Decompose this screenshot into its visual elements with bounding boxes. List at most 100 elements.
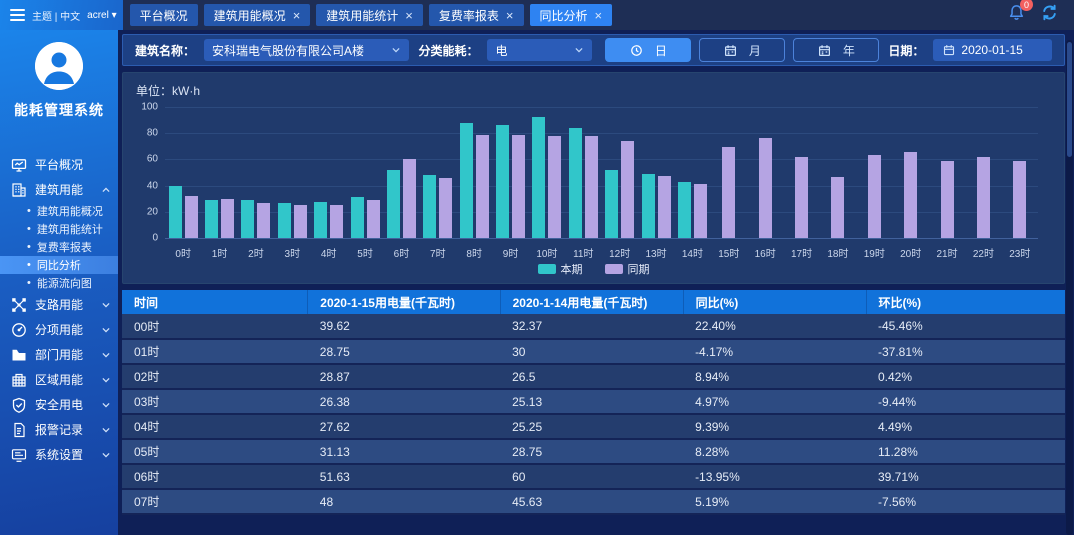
chart-bar-本期[interactable] <box>241 200 255 238</box>
chart-bar-同期[interactable] <box>795 156 809 238</box>
chart-bar-本期[interactable] <box>314 201 328 238</box>
chart-bar-同期[interactable] <box>184 195 198 238</box>
chart-bar-本期[interactable] <box>350 197 364 238</box>
tab-close-icon[interactable]: × <box>594 7 603 23</box>
tab-1[interactable]: 建筑用能概况 × <box>203 4 311 26</box>
legend-label: 同期 <box>627 264 650 276</box>
bullet-icon: • <box>27 259 31 271</box>
x-axis-label: 20时 <box>900 249 922 260</box>
chart-bar-本期[interactable] <box>386 170 400 238</box>
table-cell: 5.19% <box>695 494 730 509</box>
sidebar-item-6[interactable]: 安全用电 <box>0 392 118 417</box>
chart-bar-本期[interactable] <box>641 174 655 238</box>
tab-3[interactable]: 复费率报表 × <box>428 4 524 26</box>
table-row: 01时 28.75 30 -4.17% -37.81% <box>122 339 1065 364</box>
sidebar-item-7[interactable]: 报警记录 <box>0 417 118 442</box>
chart-bar-本期[interactable] <box>677 181 691 238</box>
sidebar-item-8[interactable]: 系统设置 <box>0 442 118 467</box>
chart-bar-同期[interactable] <box>548 136 562 238</box>
submenu-1: • 建筑用能概况 • 建筑用能统计 • 复费率报表 • 同比分析 • 能源流向图 <box>0 202 118 292</box>
sidebar-subitem-1-4[interactable]: • 能源流向图 <box>0 274 118 292</box>
chart-bar-同期[interactable] <box>475 134 489 238</box>
table-cell: 4.97% <box>695 394 730 409</box>
chart-bar-同期[interactable] <box>722 146 736 238</box>
chart-bar-同期[interactable] <box>693 183 707 238</box>
period-button-年[interactable]: 年 <box>793 38 880 62</box>
data-table-panel: 时间 2020-1-15用电量(千瓦时) 2020-1-14用电量(千瓦时) 同比(%… <box>122 290 1065 515</box>
x-axis-label: 7时 <box>430 249 446 260</box>
energy-type-label: 分类能耗： <box>418 43 479 58</box>
x-axis-label: 16时 <box>754 249 776 260</box>
tab-0[interactable]: 平台概况 <box>129 4 198 26</box>
chart-bar-本期[interactable] <box>496 125 510 238</box>
chart-bar-同期[interactable] <box>402 159 416 238</box>
period-button-日[interactable]: 日 <box>605 38 692 62</box>
chart-bar-同期[interactable] <box>293 205 307 238</box>
chart-bar-同期[interactable] <box>366 200 380 238</box>
tab-close-icon[interactable]: × <box>292 7 301 23</box>
bar-group <box>674 107 710 238</box>
chart-bar-同期[interactable] <box>976 156 990 238</box>
chart-bar-同期[interactable] <box>831 177 845 238</box>
x-axis-label: 4时 <box>320 249 337 260</box>
building-select[interactable]: 安科瑞电气股份有限公司A楼 <box>204 39 410 61</box>
chart-bar-同期[interactable] <box>439 178 453 238</box>
table-cell: 31.13 <box>319 444 350 459</box>
chart-bar-同期[interactable] <box>257 203 271 238</box>
chart-bar-同期[interactable] <box>904 151 918 238</box>
chart-bar-本期[interactable] <box>568 127 582 238</box>
legend-item-同期[interactable]: 同期 <box>604 261 650 277</box>
x-axis-label: 9时 <box>502 249 519 260</box>
chart-bar-同期[interactable] <box>867 155 881 238</box>
chart-bar-同期[interactable] <box>657 175 671 238</box>
chart-bar-本期[interactable] <box>205 200 219 238</box>
hamburger-menu-icon[interactable] <box>10 9 25 21</box>
bar-group <box>565 107 601 238</box>
user-menu[interactable]: acrel ▾ <box>87 10 117 21</box>
sidebar-item-1[interactable]: 建筑用能 <box>0 177 118 202</box>
chart-bar-同期[interactable] <box>584 136 598 238</box>
chart-bar-同期[interactable] <box>621 141 635 238</box>
chart-bar-本期[interactable] <box>168 186 182 238</box>
tab-2[interactable]: 建筑用能统计 × <box>316 4 423 26</box>
tab-4[interactable]: 同比分析 × <box>529 4 613 26</box>
tab-close-icon[interactable]: × <box>505 7 514 23</box>
date-picker[interactable]: 2020-01-15 <box>933 39 1052 61</box>
scrollbar-thumb[interactable] <box>1067 42 1072 157</box>
chart-bar-同期[interactable] <box>758 138 772 238</box>
chart-bar-同期[interactable] <box>940 161 954 238</box>
gridline <box>165 107 1038 108</box>
chart-bar-同期[interactable] <box>330 204 344 238</box>
sidebar-header: 能耗管理系统 <box>0 30 118 120</box>
period-button-月[interactable]: 月 <box>699 38 786 62</box>
table-cell: 06时 <box>134 470 160 484</box>
sidebar-item-5[interactable]: 区域用能 <box>0 367 118 392</box>
table-header-cell: 2020-1-14用电量(千瓦时) <box>500 290 684 314</box>
notification-bell-icon[interactable]: 0 <box>1008 0 1033 26</box>
chart-bar-本期[interactable] <box>423 175 437 238</box>
chart-bar-本期[interactable] <box>277 203 291 238</box>
sidebar-item-0[interactable]: 平台概况 <box>0 152 118 177</box>
sidebar-item-2[interactable]: 支路用能 <box>0 292 118 317</box>
x-axis-label: 2时 <box>248 249 264 260</box>
chart-bar-本期[interactable] <box>459 122 473 238</box>
chart-bar-本期[interactable] <box>605 169 619 238</box>
sidebar-subitem-1-2[interactable]: • 复费率报表 <box>0 238 118 256</box>
sidebar-subitem-1-0[interactable]: • 建筑用能概况 <box>0 202 118 220</box>
chart-bar-本期[interactable] <box>532 117 546 238</box>
legend-item-本期[interactable]: 本期 <box>537 261 583 277</box>
sidebar-item-3[interactable]: 分项用能 <box>0 317 118 342</box>
refresh-icon[interactable] <box>1041 4 1058 26</box>
chart-bar-同期[interactable] <box>221 198 235 238</box>
sidebar-subitem-1-3[interactable]: • 同比分析 <box>0 256 118 274</box>
scrollbar-track[interactable] <box>1066 40 1073 535</box>
energy-type-select[interactable]: 电 <box>487 39 593 61</box>
x-axis-label: 14时 <box>681 249 703 260</box>
chart-bar-同期[interactable] <box>512 134 526 238</box>
sidebar-item-label: 报警记录 <box>35 423 84 437</box>
sidebar-subitem-1-1[interactable]: • 建筑用能统计 <box>0 220 118 238</box>
chart-bar-同期[interactable] <box>1013 161 1027 238</box>
sidebar-item-4[interactable]: 部门用能 <box>0 342 118 367</box>
tab-close-icon[interactable]: × <box>405 7 413 23</box>
bar-group <box>165 107 201 238</box>
